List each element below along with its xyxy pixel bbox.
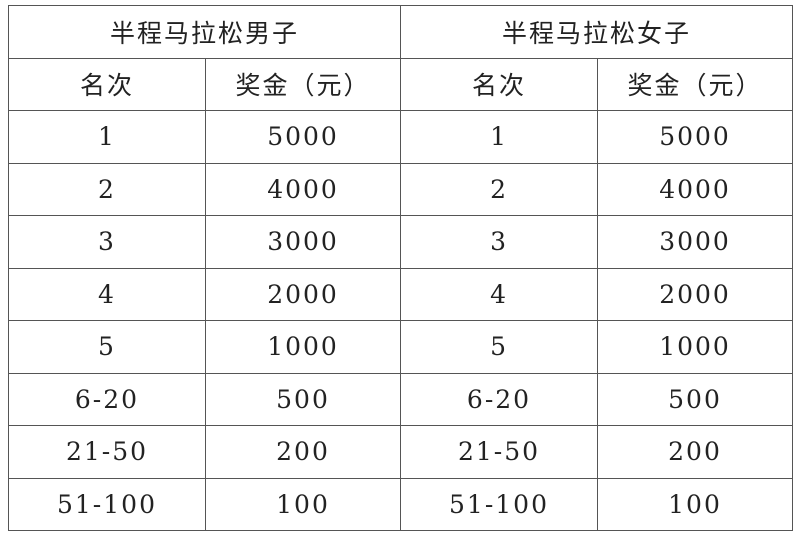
data-row: 4 2000 4 2000	[8, 267, 794, 321]
rank-cell: 6-20	[400, 372, 599, 426]
group-header: 半程马拉松男子	[7, 5, 402, 59]
data-row: 2 4000 2 4000	[8, 162, 794, 216]
column-header: 奖金（元）	[204, 57, 402, 111]
prize-cell: 200	[597, 425, 794, 479]
prize-cell: 1000	[204, 320, 402, 374]
rank-cell: 4	[400, 267, 599, 321]
rank-cell: 2	[8, 162, 206, 216]
prize-cell: 100	[597, 477, 794, 531]
data-row: 3 3000 3 3000	[8, 215, 794, 269]
column-header: 奖金（元）	[597, 57, 794, 111]
rank-cell: 1	[400, 110, 599, 164]
prize-cell: 3000	[204, 215, 402, 269]
data-row: 21-50 200 21-50 200	[8, 425, 794, 479]
prize-cell: 4000	[597, 162, 794, 216]
data-row: 5 1000 5 1000	[8, 320, 794, 374]
prize-cell: 100	[204, 477, 402, 531]
prize-cell: 500	[597, 372, 794, 426]
rank-cell: 5	[400, 320, 599, 374]
prize-cell: 4000	[204, 162, 402, 216]
rank-cell: 21-50	[400, 425, 599, 479]
rank-cell: 3	[8, 215, 206, 269]
prize-cell: 2000	[204, 267, 402, 321]
prize-table: 半程马拉松男子 半程马拉松女子 名次 奖金（元） 名次 奖金（元） 1 5000 1…	[7, 5, 794, 531]
rank-cell: 5	[8, 320, 206, 374]
rank-cell: 1	[8, 110, 206, 164]
rank-cell: 6-20	[8, 372, 206, 426]
prize-cell: 200	[204, 425, 402, 479]
prize-cell: 5000	[597, 110, 794, 164]
rank-cell: 2	[400, 162, 599, 216]
prize-cell: 1000	[597, 320, 794, 374]
rank-cell: 51-100	[400, 477, 599, 531]
prize-cell: 2000	[597, 267, 794, 321]
rank-cell: 21-50	[8, 425, 206, 479]
data-row: 6-20 500 6-20 500	[8, 372, 794, 426]
rank-cell: 3	[400, 215, 599, 269]
group-row: 半程马拉松男子 半程马拉松女子	[7, 5, 794, 59]
prize-cell: 500	[204, 372, 402, 426]
rank-cell: 51-100	[8, 477, 206, 531]
rank-cell: 4	[8, 267, 206, 321]
prize-cell: 5000	[204, 110, 402, 164]
data-row: 1 5000 1 5000	[8, 110, 794, 164]
prize-cell: 3000	[597, 215, 794, 269]
header-row: 名次 奖金（元） 名次 奖金（元）	[8, 57, 794, 111]
data-row: 51-100 100 51-100 100	[8, 477, 794, 531]
group-header: 半程马拉松女子	[400, 5, 794, 59]
table-body: 半程马拉松男子 半程马拉松女子 名次 奖金（元） 名次 奖金（元） 1 5000 1…	[7, 5, 794, 531]
column-header: 名次	[8, 57, 206, 111]
column-header: 名次	[400, 57, 599, 111]
